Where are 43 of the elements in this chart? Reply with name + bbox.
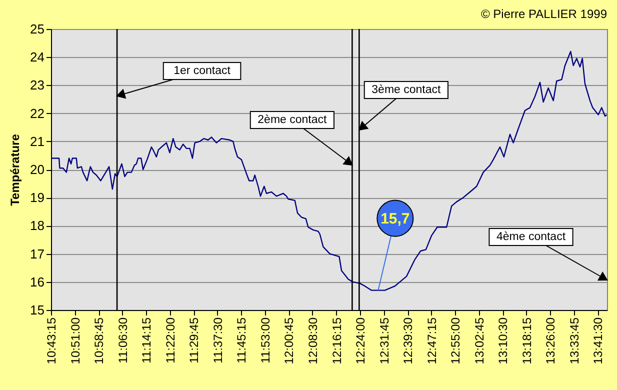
text: © Pierre PALLIER 1999 (480, 7, 608, 21)
annotation: 15,7 (380, 210, 410, 228)
x-tick-label: 13:02:45 (472, 317, 486, 364)
x-tick-label: 10:51:00 (68, 317, 82, 364)
y-tick-label: 21 (30, 134, 44, 149)
y-tick-label: 16 (30, 274, 44, 290)
x-tick-label: 12:08:30 (306, 317, 320, 364)
x-tick-label: 13:33:45 (567, 317, 582, 364)
x-tick-label: 11:37:30 (210, 317, 225, 364)
x-tick-label: 12:47:15 (424, 317, 439, 364)
y-tick-label: 22 (30, 106, 44, 121)
y-tick-label: 15 (30, 302, 44, 318)
y-tick-label: 17 (30, 246, 44, 262)
x-tick-label: 13:41:30 (591, 317, 606, 364)
x-tick-label: 11:22:00 (163, 317, 178, 364)
x-tick-label: 12:39:30 (401, 317, 416, 364)
x-tick-label: 10:43:15 (44, 317, 58, 364)
x-tick-label: 10:58:45 (92, 317, 106, 364)
y-tick-label: 19 (30, 190, 44, 206)
x-tick-label: 12:24:00 (354, 317, 368, 364)
x-tick-label: 11:14:15 (140, 317, 154, 364)
y-tick-label: 25 (30, 22, 44, 36)
y-tick-label: 24 (30, 50, 44, 65)
x-tick-label: 13:10:30 (496, 317, 510, 364)
y-tick-label: 18 (30, 218, 44, 234)
x-tick-label: 11:06:30 (116, 317, 130, 364)
ref-line-label: 1er contact (174, 65, 232, 77)
x-tick-label: 13:26:00 (544, 317, 558, 364)
x-tick-label: 11:45:15 (234, 317, 249, 364)
line-series (51, 50, 607, 291)
x-tick-label: 12:55:00 (448, 317, 463, 364)
y-tick-label: 20 (30, 162, 44, 177)
annotation: 4ème contact (496, 231, 566, 243)
x-tick-label: 12:31:45 (377, 317, 392, 364)
x-tick-label: 11:53:00 (258, 317, 272, 364)
x-tick-label: 13:18:15 (520, 317, 534, 364)
x-tick-label: 12:16:15 (330, 317, 344, 364)
x-tick-label: 12:00:45 (282, 317, 296, 364)
y-axis-title: Température (8, 134, 22, 206)
y-tick-label: 23 (30, 78, 44, 93)
ref-line-label: 2ème contact (258, 114, 328, 126)
x-tick-label: 11:29:45 (187, 317, 202, 364)
ref-line-label: 3ème contact (372, 84, 442, 96)
